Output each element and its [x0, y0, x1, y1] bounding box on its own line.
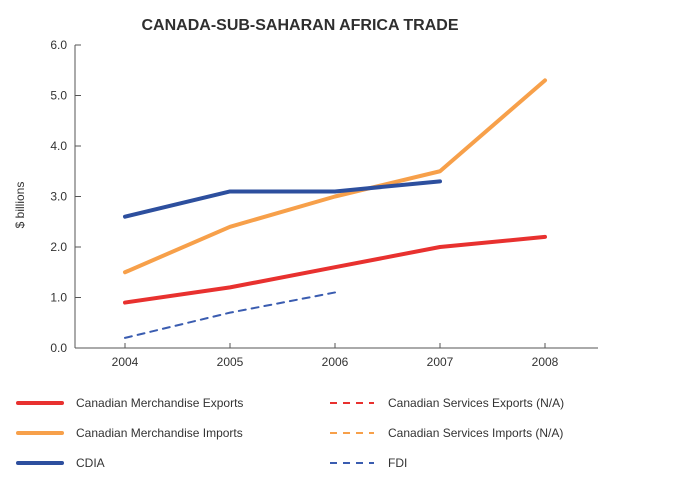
- legend-label: Canadian Services Imports (N/A): [388, 426, 563, 440]
- legend-label: CDIA: [76, 456, 105, 470]
- legend: Canadian Merchandise Exports Canadian Ser…: [16, 396, 564, 470]
- y-tick-label: 6.0: [50, 38, 67, 52]
- series-line-canadian-merchandise-exports: [123, 234, 547, 305]
- legend-label: Canadian Services Exports (N/A): [388, 396, 564, 410]
- x-tick-label: 2005: [217, 355, 244, 369]
- series-layer: [123, 78, 547, 339]
- y-axis-label: $ billions: [13, 182, 27, 229]
- x-tick-label: 2007: [427, 355, 454, 369]
- series-line-cdia: [123, 179, 442, 219]
- y-tick-label: 3.0: [50, 190, 67, 204]
- x-tick-label: 2004: [112, 355, 139, 369]
- series-line-fdi: [124, 291, 336, 339]
- y-tick-label: 1.0: [50, 291, 67, 305]
- legend-label: FDI: [388, 456, 407, 470]
- legend-label: Canadian Merchandise Imports: [76, 426, 243, 440]
- axes: 0.0 1.0 2.0 3.0 4.0 5.0 6.0 2004 2005 2006 2007 200…: [50, 38, 598, 369]
- chart-title: CANADA-SUB-SAHARAN AFRICA TRADE: [141, 17, 458, 34]
- y-tick-label: 0.0: [50, 341, 67, 355]
- x-tick-label: 2008: [532, 355, 559, 369]
- y-tick-label: 4.0: [50, 139, 67, 153]
- y-tick-label: 2.0: [50, 240, 67, 254]
- legend-label: Canadian Merchandise Exports: [76, 396, 243, 410]
- y-tick-label: 5.0: [50, 89, 67, 103]
- series-line-canadian-merchandise-imports: [123, 78, 547, 275]
- x-tick-label: 2006: [322, 355, 349, 369]
